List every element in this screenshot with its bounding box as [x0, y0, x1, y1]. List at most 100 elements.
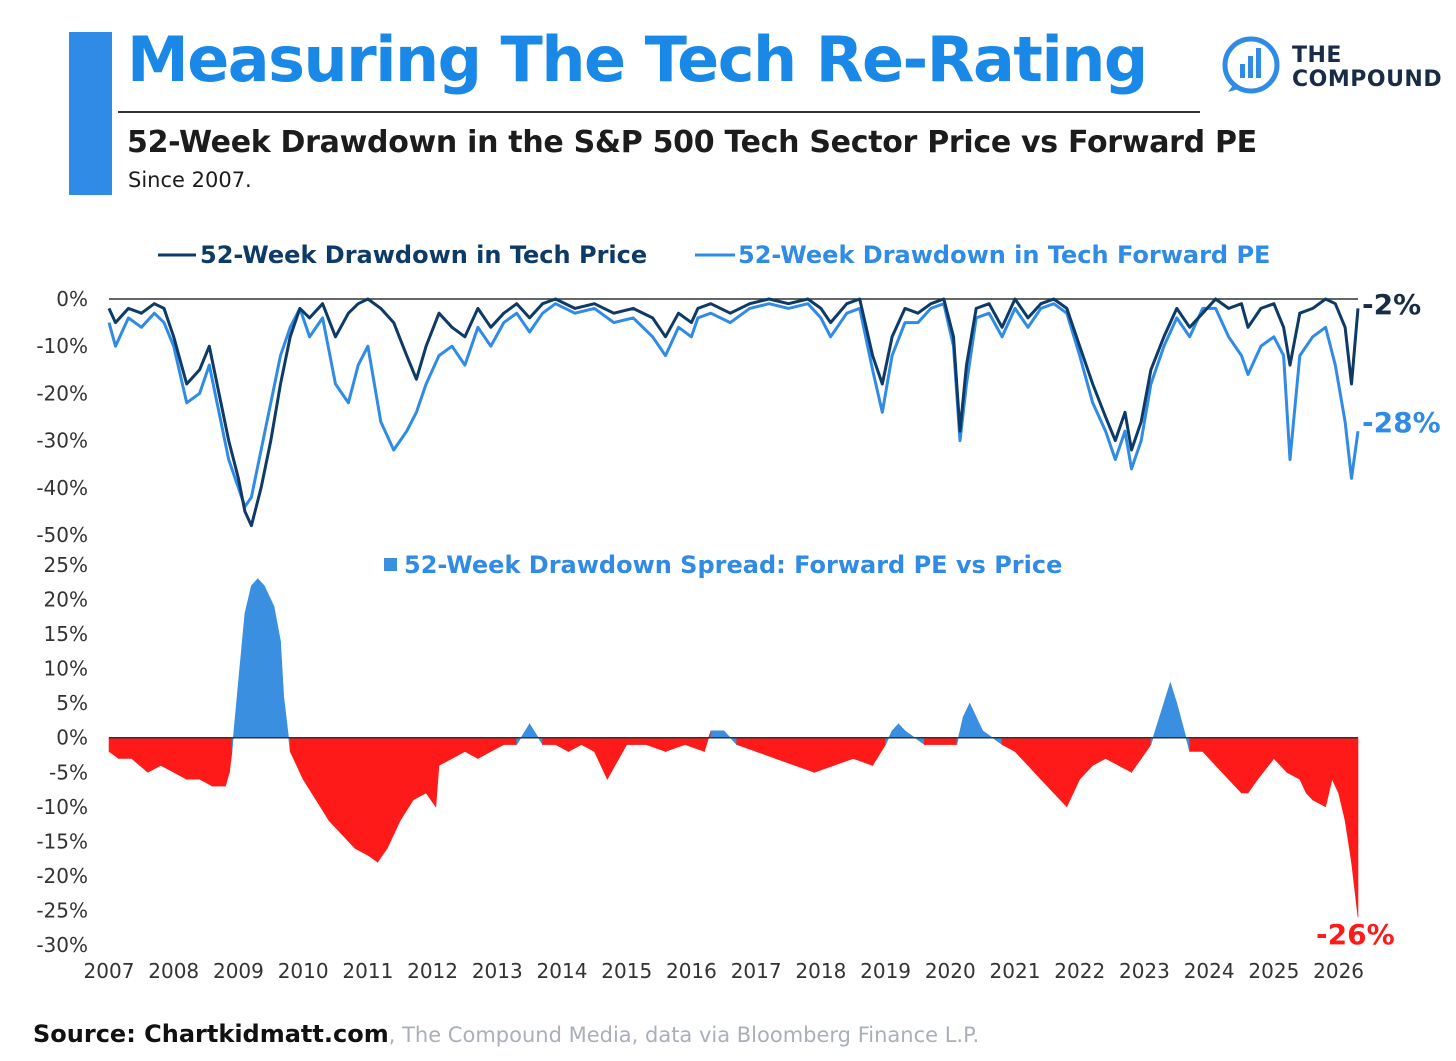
spread-area-segment — [160, 737, 174, 773]
bottom-y-tick-label: 20% — [44, 588, 88, 612]
spread-area-segment — [1140, 737, 1152, 760]
chart-since-note: Since 2007. — [128, 168, 252, 192]
spread-area-segment — [328, 737, 343, 836]
spread-area-segment — [229, 737, 233, 773]
pe-series-line — [107, 302, 1360, 509]
spread-area-segment — [898, 723, 906, 738]
spread-area-segment — [387, 737, 401, 849]
spread-area-segment — [1163, 682, 1171, 738]
spread-area-segment — [118, 737, 132, 759]
bottom-y-tick-label: 15% — [44, 622, 88, 646]
spread-area-segment — [1202, 737, 1216, 767]
bottom-y-tick-label: -10% — [36, 795, 88, 819]
spread-area-segment — [1312, 737, 1326, 808]
x-tick-label: 2010 — [278, 959, 329, 983]
x-tick-label: 2016 — [666, 959, 717, 983]
spread-area-segment — [969, 703, 983, 738]
spread-area-segment — [1215, 737, 1229, 780]
spread-area-segment — [1131, 737, 1142, 774]
source-rest: , The Compound Media, data via Bloomberg… — [388, 1023, 980, 1047]
price-series-line — [107, 297, 1360, 528]
spread-area-segment — [755, 737, 776, 759]
spread-area-segment — [464, 737, 479, 760]
spread-area-segment — [891, 723, 899, 738]
spread-area-segment — [542, 737, 556, 745]
spread-area-segment — [852, 737, 873, 766]
x-tick-label: 2008 — [148, 959, 199, 983]
chart-subtitle: 52-Week Drawdown in the S&P 500 Tech Sec… — [127, 125, 1257, 160]
x-tick-label: 2021 — [990, 959, 1041, 983]
spread-area-segment — [1305, 737, 1313, 801]
spread-area-segment — [367, 737, 378, 863]
legend-spread-label: 52-Week Drawdown Spread: Forward PE vs P… — [404, 551, 1062, 579]
spread-area-segment — [490, 737, 505, 752]
spread-area-segment — [354, 737, 369, 856]
spread-area-segment — [1331, 737, 1339, 794]
spread-area-segment — [238, 613, 246, 738]
spread-area-segment — [814, 737, 835, 773]
spread-area-segment — [1273, 737, 1288, 774]
spread-area-segment — [943, 737, 958, 745]
x-tick-label: 2026 — [1313, 959, 1364, 983]
spread-area-segment — [451, 737, 466, 760]
top-y-tick-label: -10% — [36, 334, 88, 358]
bottom-y-tick-label: -15% — [36, 829, 88, 853]
legend-spread-swatch — [384, 558, 397, 571]
spread-area-segment — [1228, 737, 1242, 794]
spread-area-segment — [555, 737, 569, 752]
spread-area-segment — [645, 737, 666, 752]
spread-area-segment — [199, 737, 213, 787]
top-y-tick-label: 0% — [56, 287, 88, 311]
spread-area-segment — [212, 737, 226, 787]
spread-area-segment — [594, 737, 608, 780]
spread-area-segment — [131, 737, 149, 773]
spread-area-segment — [412, 737, 427, 801]
spread-area-segment — [1247, 737, 1258, 794]
x-tick-label: 2017 — [731, 959, 782, 983]
legend-price-label: 52-Week Drawdown in Tech Price — [200, 241, 647, 269]
spread-area-segment — [568, 737, 582, 753]
spread-area-segment — [684, 737, 705, 752]
spread-area-segment — [607, 737, 627, 781]
spread-end-label: -26% — [1316, 918, 1395, 951]
spread-area-segment — [1027, 737, 1042, 780]
spread-area-segment — [924, 737, 945, 745]
compound-logo-text: THE COMPOUND — [1292, 44, 1442, 92]
x-tick-label: 2015 — [601, 959, 652, 983]
spread-area-segment — [438, 737, 453, 766]
top-y-tick-label: -20% — [36, 381, 88, 405]
spread-area-segment — [1241, 737, 1249, 794]
source-note: Source: Chartkidmatt.com, The Compound M… — [33, 1020, 979, 1048]
spread-area-segment — [503, 737, 517, 745]
logo-line-1: THE — [1292, 43, 1342, 68]
spread-area-segment — [775, 737, 796, 766]
bottom-y-tick-label: -20% — [36, 864, 88, 888]
spread-area-segment — [872, 737, 886, 767]
top-y-tick-label: -50% — [36, 523, 88, 547]
spread-area-segment — [251, 578, 259, 738]
spread-area-segment — [833, 737, 854, 766]
x-tick-label: 2019 — [860, 959, 911, 983]
spread-area-segment — [1338, 737, 1346, 821]
x-tick-label: 2018 — [795, 959, 846, 983]
spread-area-segment — [1066, 737, 1080, 807]
spread-area-segment — [1092, 737, 1106, 766]
price-end-label: -2% — [1362, 288, 1421, 321]
spread-area-segment — [273, 606, 281, 738]
spread-area-segment — [302, 737, 317, 801]
spread-area-segment — [147, 737, 162, 773]
spread-area-segment — [710, 730, 725, 738]
spread-area-segment — [108, 737, 119, 760]
x-tick-label: 2024 — [1184, 959, 1235, 983]
spread-area-segment — [1001, 737, 1016, 753]
spread-area-segment — [173, 737, 187, 780]
spread-area-segment — [425, 737, 437, 808]
spread-area-segment — [516, 722, 530, 746]
spread-area-segment — [1344, 737, 1352, 863]
spread-area-segment — [435, 737, 440, 807]
x-tick-label: 2013 — [472, 959, 523, 983]
spread-area-segment — [665, 737, 686, 752]
bottom-y-tick-label: 25% — [44, 553, 88, 577]
spread-area-segment — [962, 703, 970, 738]
